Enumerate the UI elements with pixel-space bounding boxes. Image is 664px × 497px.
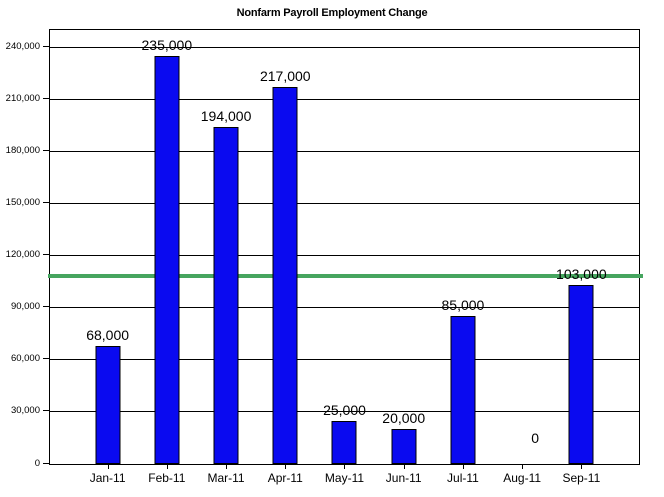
gridline: [50, 307, 639, 309]
y-tick: [43, 254, 49, 256]
bar: [272, 87, 298, 464]
x-tick: [462, 464, 464, 469]
gridline: [50, 359, 639, 361]
bar: [450, 316, 476, 464]
x-axis-label: Jul-11: [447, 471, 479, 485]
x-tick: [285, 464, 287, 469]
y-axis-label: 30,000: [10, 405, 40, 417]
gridline: [50, 255, 639, 257]
chart-title: Nonfarm Payroll Employment Change: [236, 7, 428, 19]
x-axis-label: Sep-11: [562, 471, 601, 485]
bar: [154, 56, 180, 464]
bar: [568, 285, 594, 464]
gridline: [50, 203, 639, 205]
gridline: [50, 46, 639, 48]
bar: [391, 429, 417, 464]
y-axis-label: 240,000: [5, 40, 40, 52]
y-axis-label: 120,000: [5, 249, 40, 261]
x-axis-label: Feb-11: [148, 471, 186, 485]
x-axis-label: Jun-11: [385, 471, 422, 485]
bar-value-label: 0: [531, 430, 540, 446]
x-tick: [403, 464, 405, 469]
y-tick: [43, 306, 49, 308]
plot-area: 68,000 Jan-11 235,000 Feb-11 194,000 Mar-11 21…: [48, 29, 643, 486]
bar: [95, 345, 121, 464]
x-tick: [226, 464, 228, 469]
y-tick: [43, 358, 49, 360]
x-axis-label: May-11: [324, 471, 365, 485]
bar: [213, 127, 239, 464]
category-slot: 85,000 Jul-11: [433, 30, 492, 485]
gridline: [50, 411, 639, 413]
x-tick: [166, 464, 168, 469]
category-slot: 235,000 Feb-11: [137, 30, 196, 485]
category-slots: 68,000 Jan-11 235,000 Feb-11 194,000 Mar-11 21…: [50, 30, 639, 486]
y-tick: [43, 462, 49, 464]
y-tick: [43, 150, 49, 152]
y-axis-label: 0: [34, 457, 40, 469]
y-tick: [43, 410, 49, 412]
category-slot: 25,000 May-11: [315, 30, 374, 485]
x-axis-label: Jan-11: [89, 471, 126, 485]
bar: [331, 420, 357, 464]
bar-value-label: 25,000: [323, 401, 366, 418]
x-axis-label: Apr-11: [267, 471, 303, 485]
gridline: [50, 151, 639, 153]
x-tick: [107, 464, 109, 469]
y-axis-label: 210,000: [5, 92, 40, 104]
x-axis-label: Mar-11: [207, 471, 245, 485]
y-axis-label: 180,000: [5, 145, 40, 157]
reference-line: [48, 273, 643, 278]
bar-value-label: 85,000: [441, 297, 485, 314]
bar-value-label: 235,000: [141, 37, 193, 54]
category-slot: 20,000 Jun-11: [374, 30, 433, 485]
y-axis-label: 150,000: [5, 197, 40, 209]
y-axis-label: 60,000: [10, 353, 40, 365]
category-slot: 103,000 Sep-11: [552, 30, 611, 485]
y-axis-label: 90,000: [10, 301, 40, 313]
x-axis-label: Aug-11: [503, 471, 542, 485]
bar-value-label: 103,000: [556, 266, 607, 283]
category-slot: 194,000 Mar-11: [196, 30, 255, 485]
category-slot: 217,000 Apr-11: [256, 30, 315, 485]
category-slot: 68,000 Jan-11: [78, 30, 137, 485]
category-slot: 0 Aug-11: [493, 30, 552, 486]
gridline: [50, 98, 639, 100]
bar-value-label: 217,000: [259, 68, 311, 85]
y-tick: [43, 45, 49, 47]
bar-value-label: 20,000: [382, 410, 426, 427]
y-tick: [43, 202, 49, 204]
bar-value-label: 68,000: [86, 326, 130, 343]
x-tick: [522, 464, 524, 469]
bar-value-label: 194,000: [200, 108, 252, 125]
y-tick: [43, 97, 49, 99]
x-tick: [581, 464, 583, 469]
x-tick: [344, 464, 346, 469]
